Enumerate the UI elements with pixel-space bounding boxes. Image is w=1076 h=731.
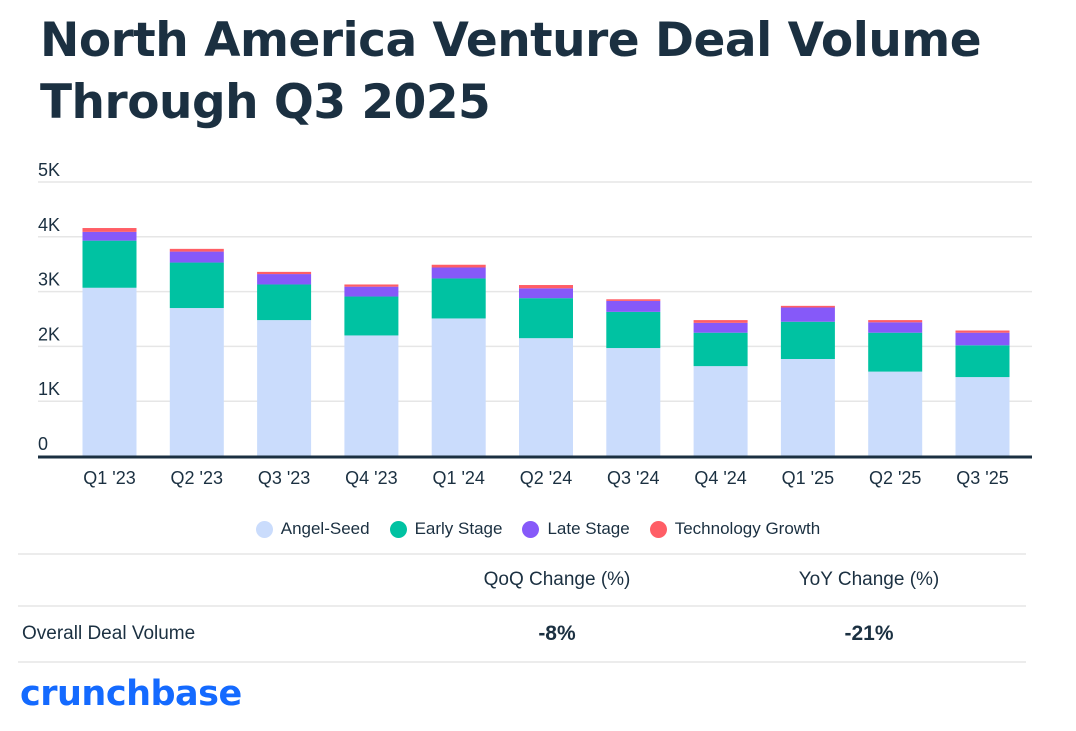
x-tick-label: Q1 '25 (782, 468, 834, 488)
bar-early-stage (169, 262, 224, 309)
x-tick-label: Q4 '24 (694, 468, 746, 488)
qoq-value: -8% (538, 622, 576, 645)
bar-technology-growth (780, 305, 835, 308)
x-tick-label: Q3 '24 (607, 468, 659, 488)
bar-technology-growth (693, 320, 748, 323)
yoy-value: -21% (844, 622, 894, 645)
bar-early-stage (519, 298, 573, 339)
x-tick-label: Q1 '23 (83, 468, 135, 488)
legend-item: Early Stage (389, 519, 503, 539)
bar-technology-growth (868, 320, 923, 323)
legend-label: Angel-Seed (280, 519, 370, 538)
bar-late-stage (257, 274, 312, 285)
legend-item: Angel-Seed (255, 519, 370, 539)
bar-technology-growth (169, 248, 224, 252)
chart-title: North America Venture Deal Volume Throug… (40, 10, 1040, 134)
y-tick-label: 1K (38, 379, 60, 399)
bar-technology-growth (606, 299, 661, 301)
bar-early-stage (82, 240, 137, 288)
y-tick-label: 5K (38, 160, 60, 180)
bar-late-stage (606, 300, 661, 312)
x-tick-label: Q4 '23 (345, 468, 397, 488)
legend-dot-icon (649, 520, 667, 538)
bar-technology-growth (344, 284, 399, 287)
bar-late-stage (344, 286, 399, 297)
bar-late-stage (519, 288, 573, 299)
bar-technology-growth (431, 264, 486, 268)
x-tick-label: Q3 '23 (258, 468, 310, 488)
bar-angel-seed (82, 287, 137, 456)
x-tick-label: Q1 '24 (432, 468, 484, 488)
bar-technology-growth (955, 330, 1010, 333)
bar-technology-growth (82, 228, 137, 232)
table-row: Overall Deal Volume -8% -21% (18, 605, 1026, 663)
bars (82, 228, 1010, 456)
bar-angel-seed (519, 338, 573, 456)
row-label: Overall Deal Volume (22, 623, 196, 644)
x-tick-label: Q2 '24 (520, 468, 572, 488)
bar-angel-seed (780, 359, 835, 456)
bar-late-stage (82, 231, 137, 241)
bar-late-stage (169, 251, 224, 263)
legend-dot-icon (255, 520, 273, 538)
bar-early-stage (431, 278, 486, 319)
bar-early-stage (780, 321, 835, 360)
x-axis-ticks: Q1 '23 Q2 '23 Q3 '23 Q4 '23 Q1 '24 Q2 '24 Q3 '… (83, 468, 1008, 488)
table-header-qoq: QoQ Change (%) (483, 569, 631, 590)
bar-angel-seed (955, 377, 1010, 456)
bar-late-stage (780, 307, 835, 322)
bar-angel-seed (606, 348, 661, 456)
bar-technology-growth (257, 271, 312, 275)
table-header-row: QoQ Change (%) YoY Change (%) (18, 553, 1026, 605)
bar-angel-seed (257, 320, 312, 456)
bar-late-stage (693, 322, 748, 333)
legend-label: Technology Growth (674, 519, 821, 538)
x-tick-label: Q2 '23 (171, 468, 223, 488)
legend-item: Technology Growth (649, 519, 821, 539)
y-axis-ticks: 0 1K 2K 3K 4K 5K (38, 160, 60, 454)
x-tick-label: Q2 '25 (869, 468, 921, 488)
bar-angel-seed (169, 308, 224, 456)
y-tick-label: 3K (38, 270, 60, 290)
title-line-2: Through Q3 2025 (40, 75, 491, 130)
y-tick-label: 4K (38, 215, 60, 235)
bar-late-stage (868, 322, 923, 333)
legend-dot-icon (389, 520, 407, 538)
bar-angel-seed (868, 371, 923, 456)
bar-early-stage (868, 332, 923, 372)
bar-early-stage (606, 311, 661, 349)
crunchbase-logo: crunchbase (20, 674, 242, 714)
change-table: QoQ Change (%) YoY Change (%) Overall De… (18, 553, 1026, 663)
bar-early-stage (257, 284, 312, 321)
legend: Angel-Seed Early Stage Late Stage Technolog… (0, 519, 1076, 539)
bar-early-stage (955, 345, 1010, 378)
bar-late-stage (431, 267, 486, 279)
title-line-1: North America Venture Deal Volume (40, 13, 982, 68)
y-tick-label: 2K (38, 324, 60, 344)
legend-item: Late Stage (522, 519, 630, 539)
bar-technology-growth (519, 285, 573, 289)
bar-late-stage (955, 332, 1010, 346)
x-tick-label: Q3 '25 (956, 468, 1008, 488)
legend-label: Early Stage (414, 519, 503, 538)
table-header-yoy: YoY Change (%) (798, 569, 940, 590)
legend-label: Late Stage (547, 519, 630, 538)
bar-angel-seed (344, 335, 399, 456)
bar-angel-seed (431, 318, 486, 456)
y-tick-label: 0 (38, 434, 48, 454)
bar-angel-seed (693, 366, 748, 456)
bar-early-stage (344, 296, 399, 336)
bar-early-stage (693, 332, 748, 367)
legend-dot-icon (522, 520, 540, 538)
